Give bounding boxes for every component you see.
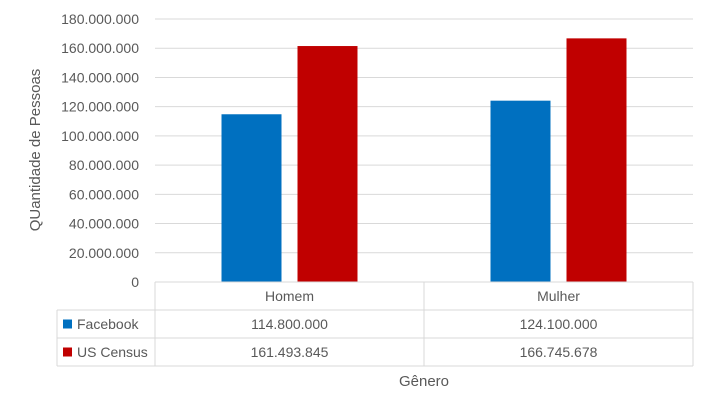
legend-key-facebook [63, 319, 72, 329]
x-category-label: Mulher [537, 288, 580, 304]
y-tick-label: 160.000.000 [61, 40, 139, 56]
legend-label: Facebook [77, 316, 139, 332]
y-tick-label: 120.000.000 [61, 99, 139, 115]
legend-key-us-census [63, 347, 72, 357]
y-axis-ticks: 0 20.000.000 40.000.000 60.000.000 80.000.00… [61, 11, 139, 290]
bar-facebook-homem [221, 114, 282, 283]
bar-facebook-mulher [490, 100, 551, 282]
data-table: Homem Mulher Facebook 114.800.000 124.100.00… [56, 281, 694, 367]
y-tick-label: 20.000.000 [69, 245, 139, 261]
data-table-value: 166.745.678 [520, 344, 598, 360]
bar-us-census-mulher [566, 38, 627, 283]
x-category-label: Homem [265, 288, 314, 304]
legend-label: US Census [77, 344, 148, 360]
y-tick-label: 140.000.000 [61, 69, 139, 85]
y-tick-label: 80.000.000 [69, 157, 139, 173]
y-tick-label: 60.000.000 [69, 186, 139, 202]
data-table-value: 124.100.000 [520, 316, 598, 332]
y-axis-title: QUantidade de Pessoas [27, 69, 44, 232]
bars [221, 38, 627, 283]
data-table-value: 114.800.000 [251, 316, 328, 332]
data-table-value: 161.493.845 [251, 344, 329, 360]
x-axis-title: Gênero [399, 373, 449, 390]
y-tick-label: 180.000.000 [61, 11, 139, 27]
y-tick-label: 0 [131, 274, 139, 290]
y-tick-label: 40.000.000 [69, 216, 139, 232]
bar-us-census-homem [297, 46, 358, 282]
y-tick-label: 100.000.000 [61, 128, 139, 144]
